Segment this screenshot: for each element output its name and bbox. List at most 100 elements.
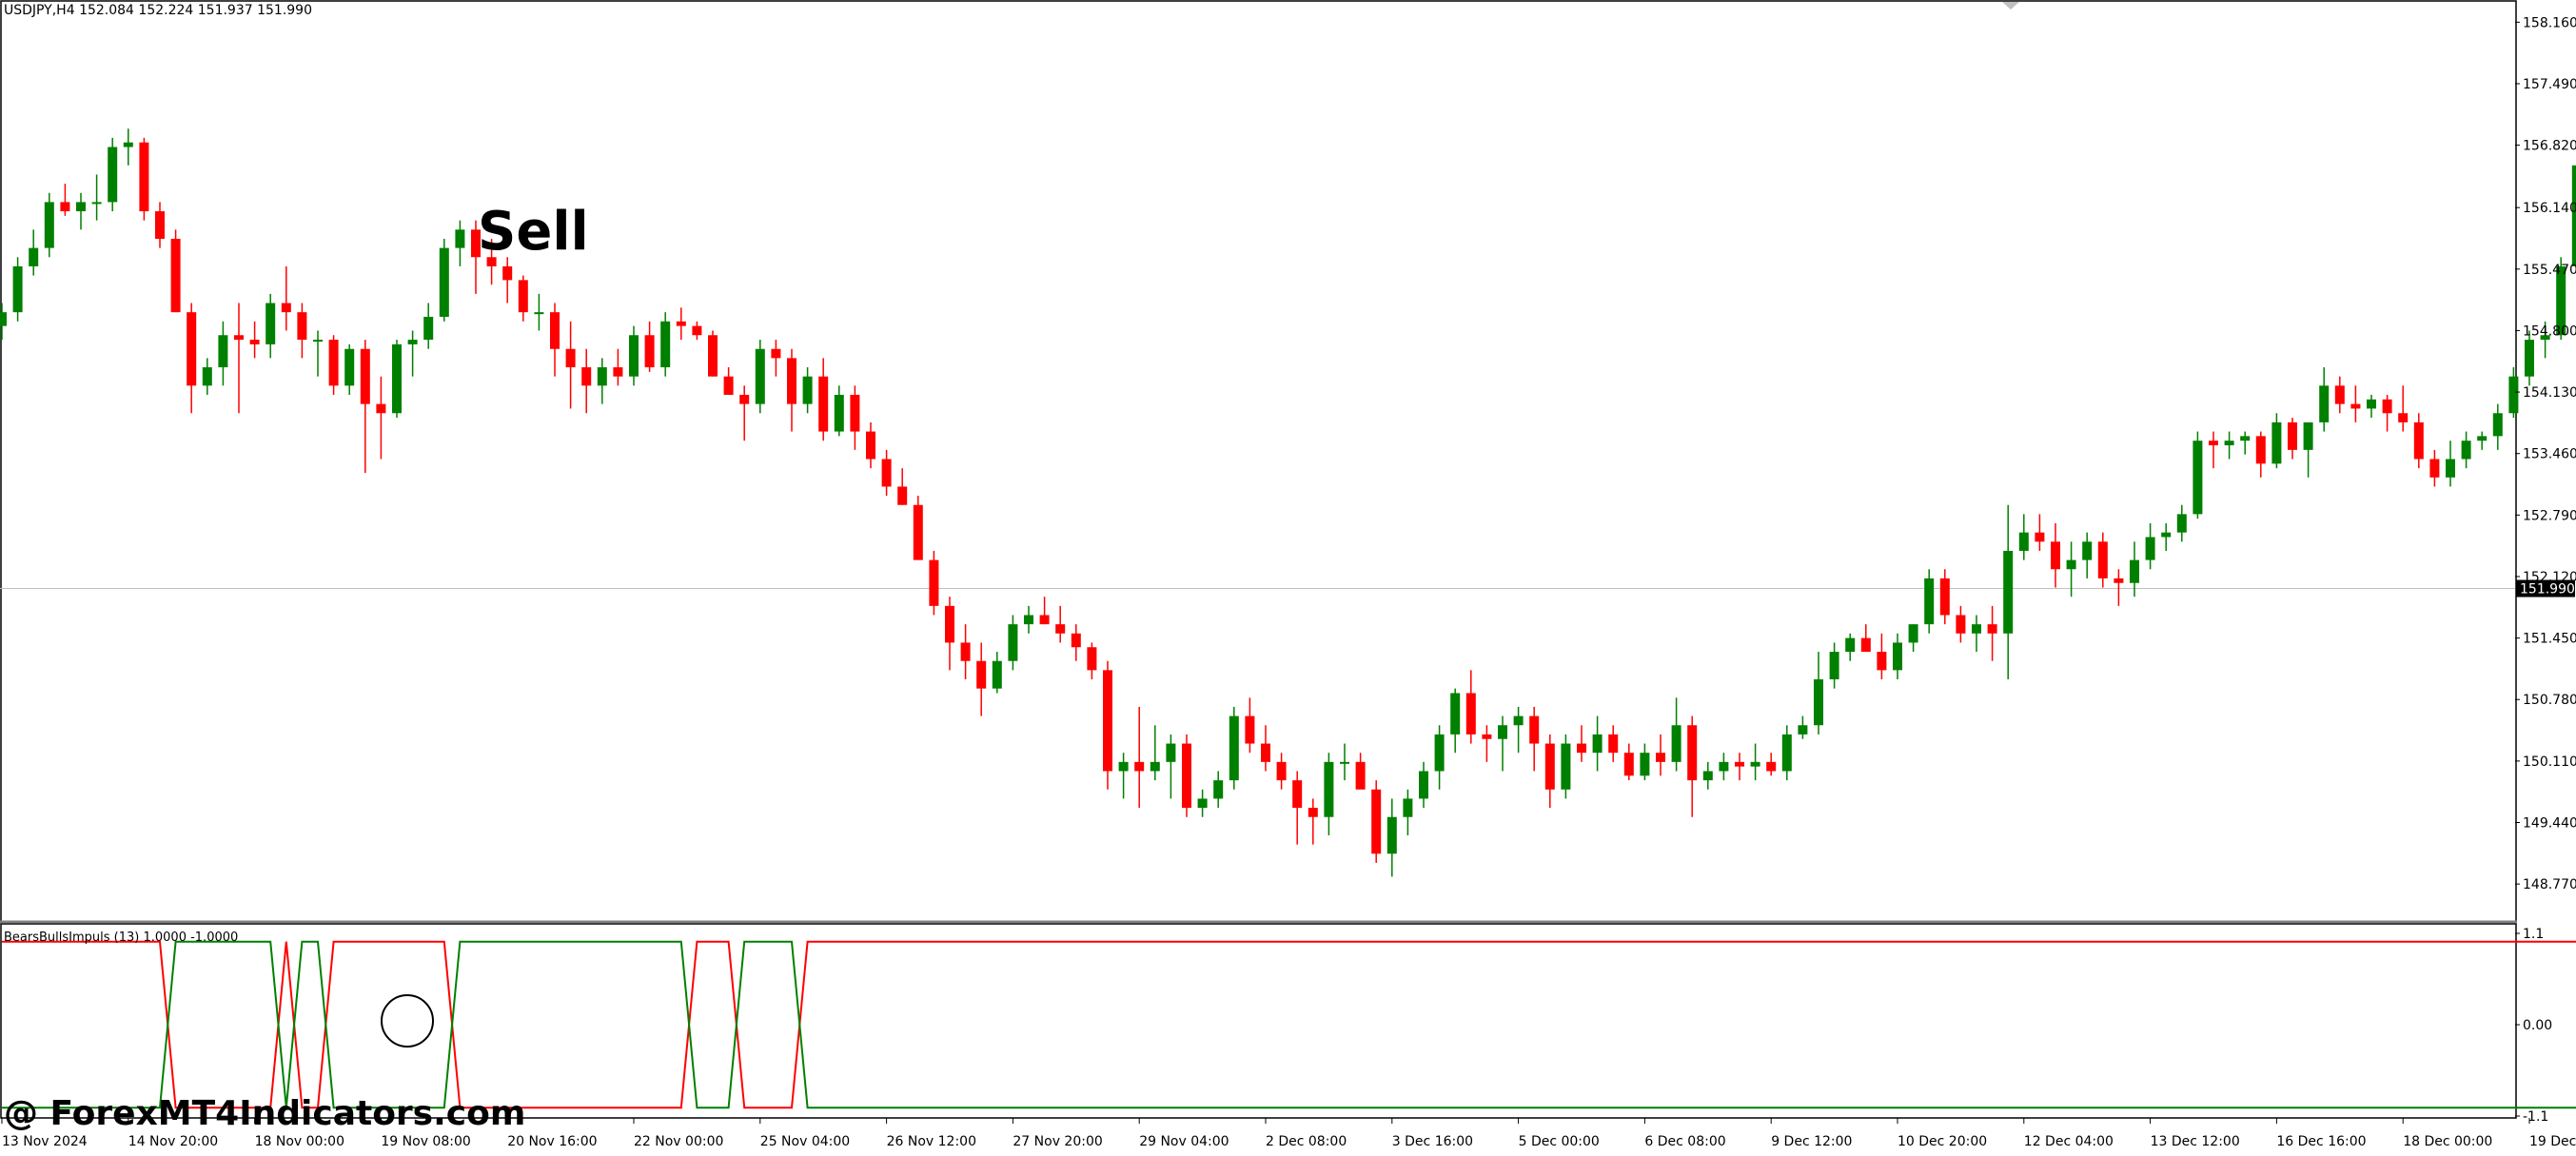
candle-body (123, 142, 133, 147)
candle (2035, 514, 2045, 551)
candle-body (1087, 647, 1097, 671)
candle (91, 174, 102, 221)
time-tick-label: 13 Nov 2024 (2, 1134, 88, 1149)
candle-body (376, 403, 386, 414)
candle-body (708, 335, 718, 377)
candle-body (1150, 761, 1160, 772)
candle (502, 257, 513, 304)
candle-body (881, 459, 892, 487)
candle-body (108, 147, 118, 203)
candle-body (739, 394, 750, 404)
candle-body (1987, 624, 1997, 634)
candle-body (1766, 761, 1777, 772)
candle (1577, 725, 1586, 762)
candle-body (1261, 743, 1270, 762)
time-axis[interactable]: 13 Nov 2024 14 Nov 20:00 18 Nov 00:00 19 No… (1, 1118, 2576, 1149)
candle-body (1640, 753, 1650, 776)
candle-body (2556, 265, 2566, 336)
candle-body (187, 312, 197, 386)
candle (2097, 532, 2108, 588)
candle-body (2477, 436, 2488, 441)
time-tick-label: 9 Dec 12:00 (1771, 1134, 1852, 1149)
candle (1024, 605, 1033, 634)
candle (123, 128, 133, 166)
candle (392, 340, 402, 419)
candle (1118, 753, 1129, 799)
candle-body (1245, 715, 1255, 744)
indicator-axis: 1.1 0.00 -1.1 (2515, 927, 2552, 1125)
candle-body (1939, 578, 1950, 616)
candle (976, 642, 987, 716)
candle (1877, 633, 1887, 680)
price-tick-label: 154.130 (2523, 385, 2576, 401)
candle (1908, 624, 1918, 653)
candle (1829, 642, 1839, 689)
candle-body (1814, 679, 1823, 726)
candle-body (1623, 753, 1634, 776)
price-axis[interactable]: 158.160 157.490 156.820 156.140 155.470 154.8… (2515, 15, 2576, 892)
candle (439, 238, 449, 322)
time-tick-label: 25 Nov 04:00 (760, 1134, 850, 1149)
sell-signal-label: Sell (478, 201, 589, 263)
candle-body (1419, 771, 1428, 799)
candle (1640, 743, 1650, 781)
candle (929, 550, 939, 616)
candle-body (1292, 780, 1303, 809)
candle (2319, 367, 2330, 432)
candle-body (1529, 715, 1540, 744)
candle-body (2066, 559, 2076, 570)
candle-body (2193, 441, 2203, 515)
price-tick-label: 149.440 (2523, 816, 2576, 832)
candle-body (613, 367, 623, 377)
candle (1656, 734, 1665, 776)
candle (2114, 569, 2124, 606)
candle (1860, 624, 1871, 653)
candle (281, 265, 291, 331)
candle-body (1403, 798, 1413, 817)
candle (2145, 523, 2155, 570)
candle (423, 303, 434, 349)
bears-line (2, 940, 2576, 1109)
candle (2066, 541, 2076, 598)
candle-body (1829, 652, 1839, 680)
candle (2525, 330, 2534, 386)
candle-body (676, 321, 686, 326)
candle-body (1893, 642, 1902, 671)
price-tick-label: 156.140 (2523, 201, 2576, 216)
candle (597, 358, 607, 404)
chart-shift-marker[interactable] (2002, 2, 2019, 10)
candle (581, 348, 592, 414)
candle (850, 385, 860, 450)
candle-body (155, 211, 165, 239)
price-tick-label: 150.780 (2523, 693, 2576, 708)
candle-body (44, 202, 54, 248)
candle-body (897, 486, 908, 505)
candle (1403, 789, 1413, 836)
candle (897, 468, 908, 505)
candle-body (1055, 624, 1066, 634)
candle (1197, 789, 1208, 817)
candle-body (2492, 413, 2503, 437)
candle-body (2461, 441, 2471, 460)
candle (1340, 743, 1349, 781)
candle-body (455, 229, 465, 248)
symbol-info-label: USDJPY,H4 152.084 152.224 151.937 151.99… (4, 3, 312, 18)
candle-body (581, 367, 592, 386)
time-tick-label: 16 Dec 16:00 (2276, 1134, 2366, 1149)
candle (1355, 753, 1366, 790)
candle-body (2398, 413, 2409, 422)
candle (534, 293, 544, 331)
candle-body (2319, 385, 2330, 422)
candle-body (1308, 808, 1318, 817)
candle-body (1956, 615, 1966, 634)
candle-body (202, 367, 212, 386)
candle-body (1671, 725, 1681, 762)
candle-body (76, 202, 86, 212)
candle (2429, 449, 2440, 487)
candle-body (1482, 734, 1492, 739)
time-tick-label: 12 Dec 04:00 (2024, 1134, 2114, 1149)
candle-body (1972, 624, 1981, 634)
candle (376, 376, 386, 460)
